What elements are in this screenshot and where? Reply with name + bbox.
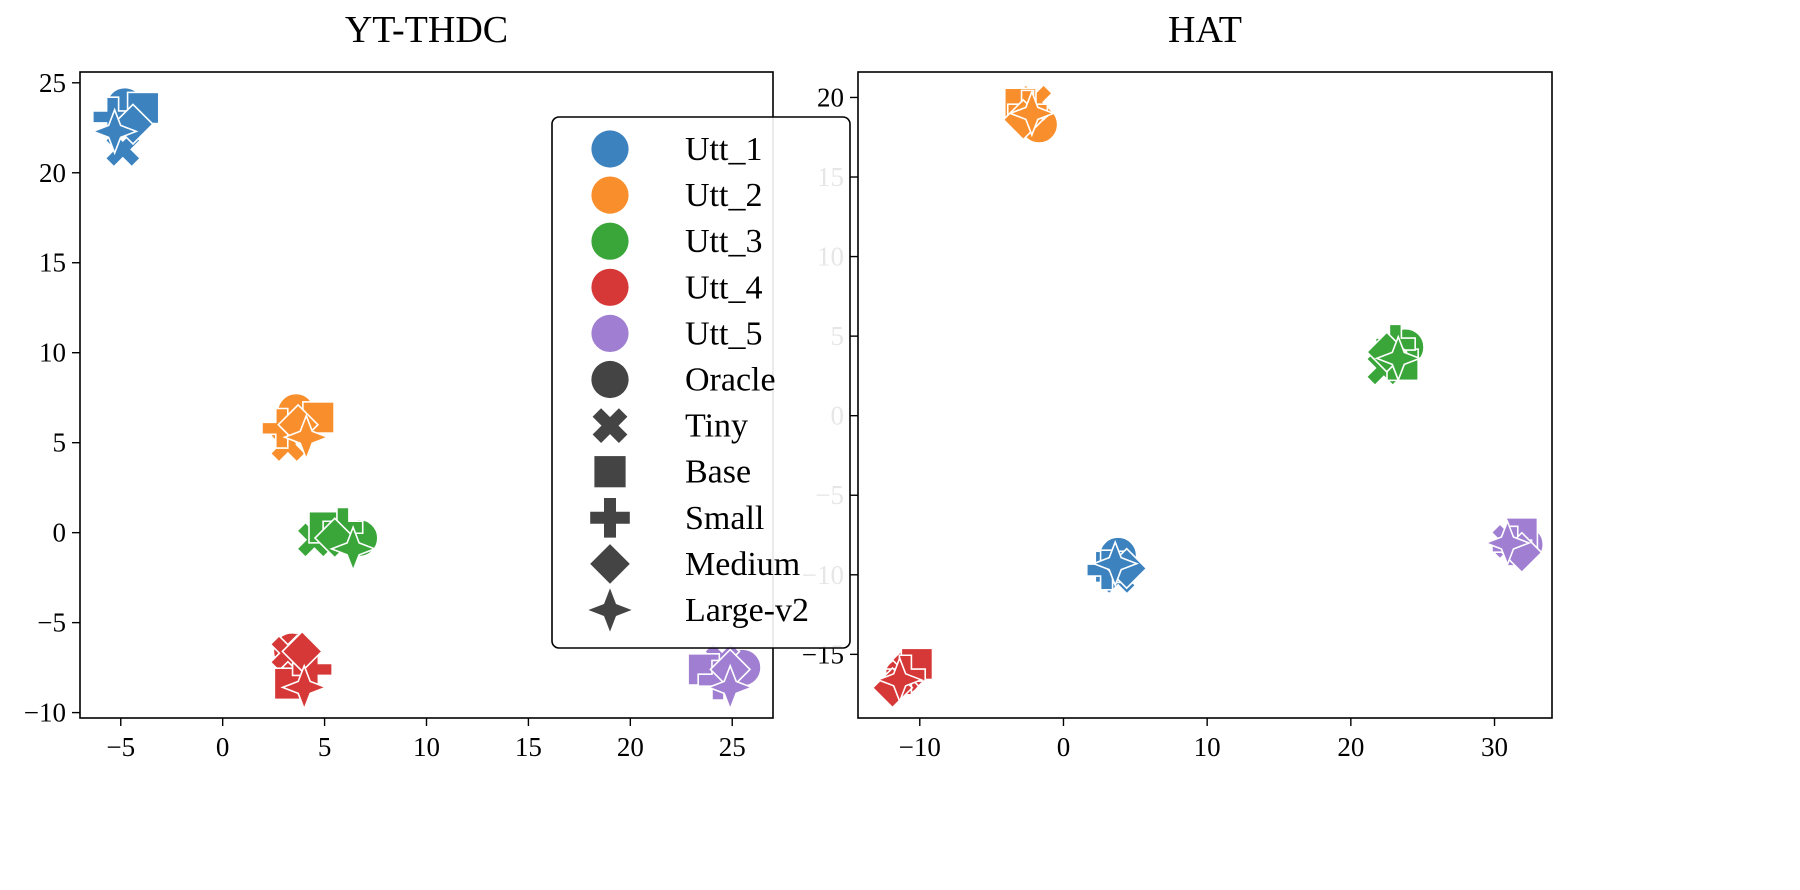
- legend-label-utt-5: Utt_5: [685, 315, 762, 352]
- point-utt-5-large-v2: [706, 663, 755, 712]
- legend-label-medium: Medium: [685, 546, 800, 583]
- point-utt-1-large-v2: [90, 107, 139, 156]
- legend-marker-tiny: [592, 408, 628, 443]
- y-tick-label-yt-thdc: −5: [37, 608, 66, 638]
- chart-title-yt-thdc: YT-THDC: [345, 9, 508, 51]
- point-utt-4-large-v2: [875, 655, 924, 704]
- legend-label-utt-1: Utt_1: [685, 131, 762, 168]
- legend-marker-base: [594, 456, 626, 488]
- legend-label-utt-2: Utt_2: [685, 177, 762, 214]
- legend-label-oracle: Oracle: [685, 362, 776, 399]
- x-tick-label-yt-thdc: 5: [318, 732, 332, 762]
- plot-frame-hat: [857, 71, 1553, 719]
- x-tick-label-hat: −10: [899, 732, 941, 762]
- legend-marker-utt-3: [591, 222, 629, 260]
- legend-marker-utt-5: [591, 314, 629, 352]
- legend-marker-small: [590, 498, 630, 538]
- legend-marker-large-v2: [588, 588, 632, 632]
- y-tick-label-yt-thdc: 20: [39, 158, 66, 188]
- x-tick-label-yt-thdc: 25: [719, 732, 746, 762]
- point-utt-4-large-v2: [280, 663, 329, 712]
- y-tick-label-yt-thdc: 25: [39, 68, 66, 98]
- y-tick-label-hat: 20: [817, 82, 844, 112]
- y-tick-label-yt-thdc: −10: [24, 698, 66, 728]
- legend-marker-utt-4: [591, 268, 629, 306]
- y-tick-label-yt-thdc: 5: [53, 428, 67, 458]
- point-utt-2-large-v2: [282, 413, 331, 462]
- legend-label-utt-3: Utt_3: [685, 223, 762, 260]
- point-utt-3-large-v2: [1374, 334, 1423, 383]
- chart-title-hat: HAT: [1168, 9, 1242, 51]
- x-tick-label-hat: 20: [1337, 732, 1364, 762]
- legend-label-small: Small: [685, 500, 764, 537]
- legend-label-large-v2: Large-v2: [685, 592, 809, 629]
- legend-marker-medium: [590, 544, 630, 584]
- legend: Utt_1 Utt_2 Utt_3 Utt_4 Utt_5 Oracle Tiny Base S…: [551, 116, 851, 649]
- point-utt-3-large-v2: [329, 525, 377, 573]
- legend-label-utt-4: Utt_4: [685, 269, 762, 306]
- x-tick-label-yt-thdc: −5: [106, 732, 135, 762]
- point-utt-2-medium: [277, 403, 320, 446]
- point-utt-2-large-v2: [1008, 89, 1056, 138]
- points-yt-thdc: [90, 86, 762, 712]
- x-tick-label-hat: 10: [1194, 732, 1221, 762]
- x-tick-label-hat: 30: [1481, 732, 1508, 762]
- panel-yt-thdc: YT-THDC −5 0 5 10 15 20 25 −10 −5 0 5 10 15 20 25: [24, 9, 774, 762]
- point-utt-1-large-v2: [1091, 539, 1140, 588]
- legend-label-tiny: Tiny: [685, 408, 748, 445]
- legend-label-base: Base: [685, 454, 751, 491]
- x-tick-label-yt-thdc: 0: [216, 732, 230, 762]
- legend-marker-utt-1: [591, 130, 629, 168]
- x-tick-label-hat: 0: [1057, 732, 1071, 762]
- x-tick-label-yt-thdc: 20: [617, 732, 644, 762]
- x-tick-label-yt-thdc: 10: [413, 732, 440, 762]
- legend-marker-oracle: [591, 360, 629, 399]
- x-tick-label-yt-thdc: 15: [515, 732, 542, 762]
- y-tick-label-yt-thdc: 10: [39, 338, 66, 368]
- point-utt-5-large-v2: [1483, 519, 1532, 567]
- legend-marker-utt-2: [591, 176, 629, 214]
- y-tick-label-yt-thdc: 15: [39, 248, 66, 278]
- points-hat: [871, 83, 1545, 709]
- y-tick-label-yt-thdc: 0: [53, 518, 67, 548]
